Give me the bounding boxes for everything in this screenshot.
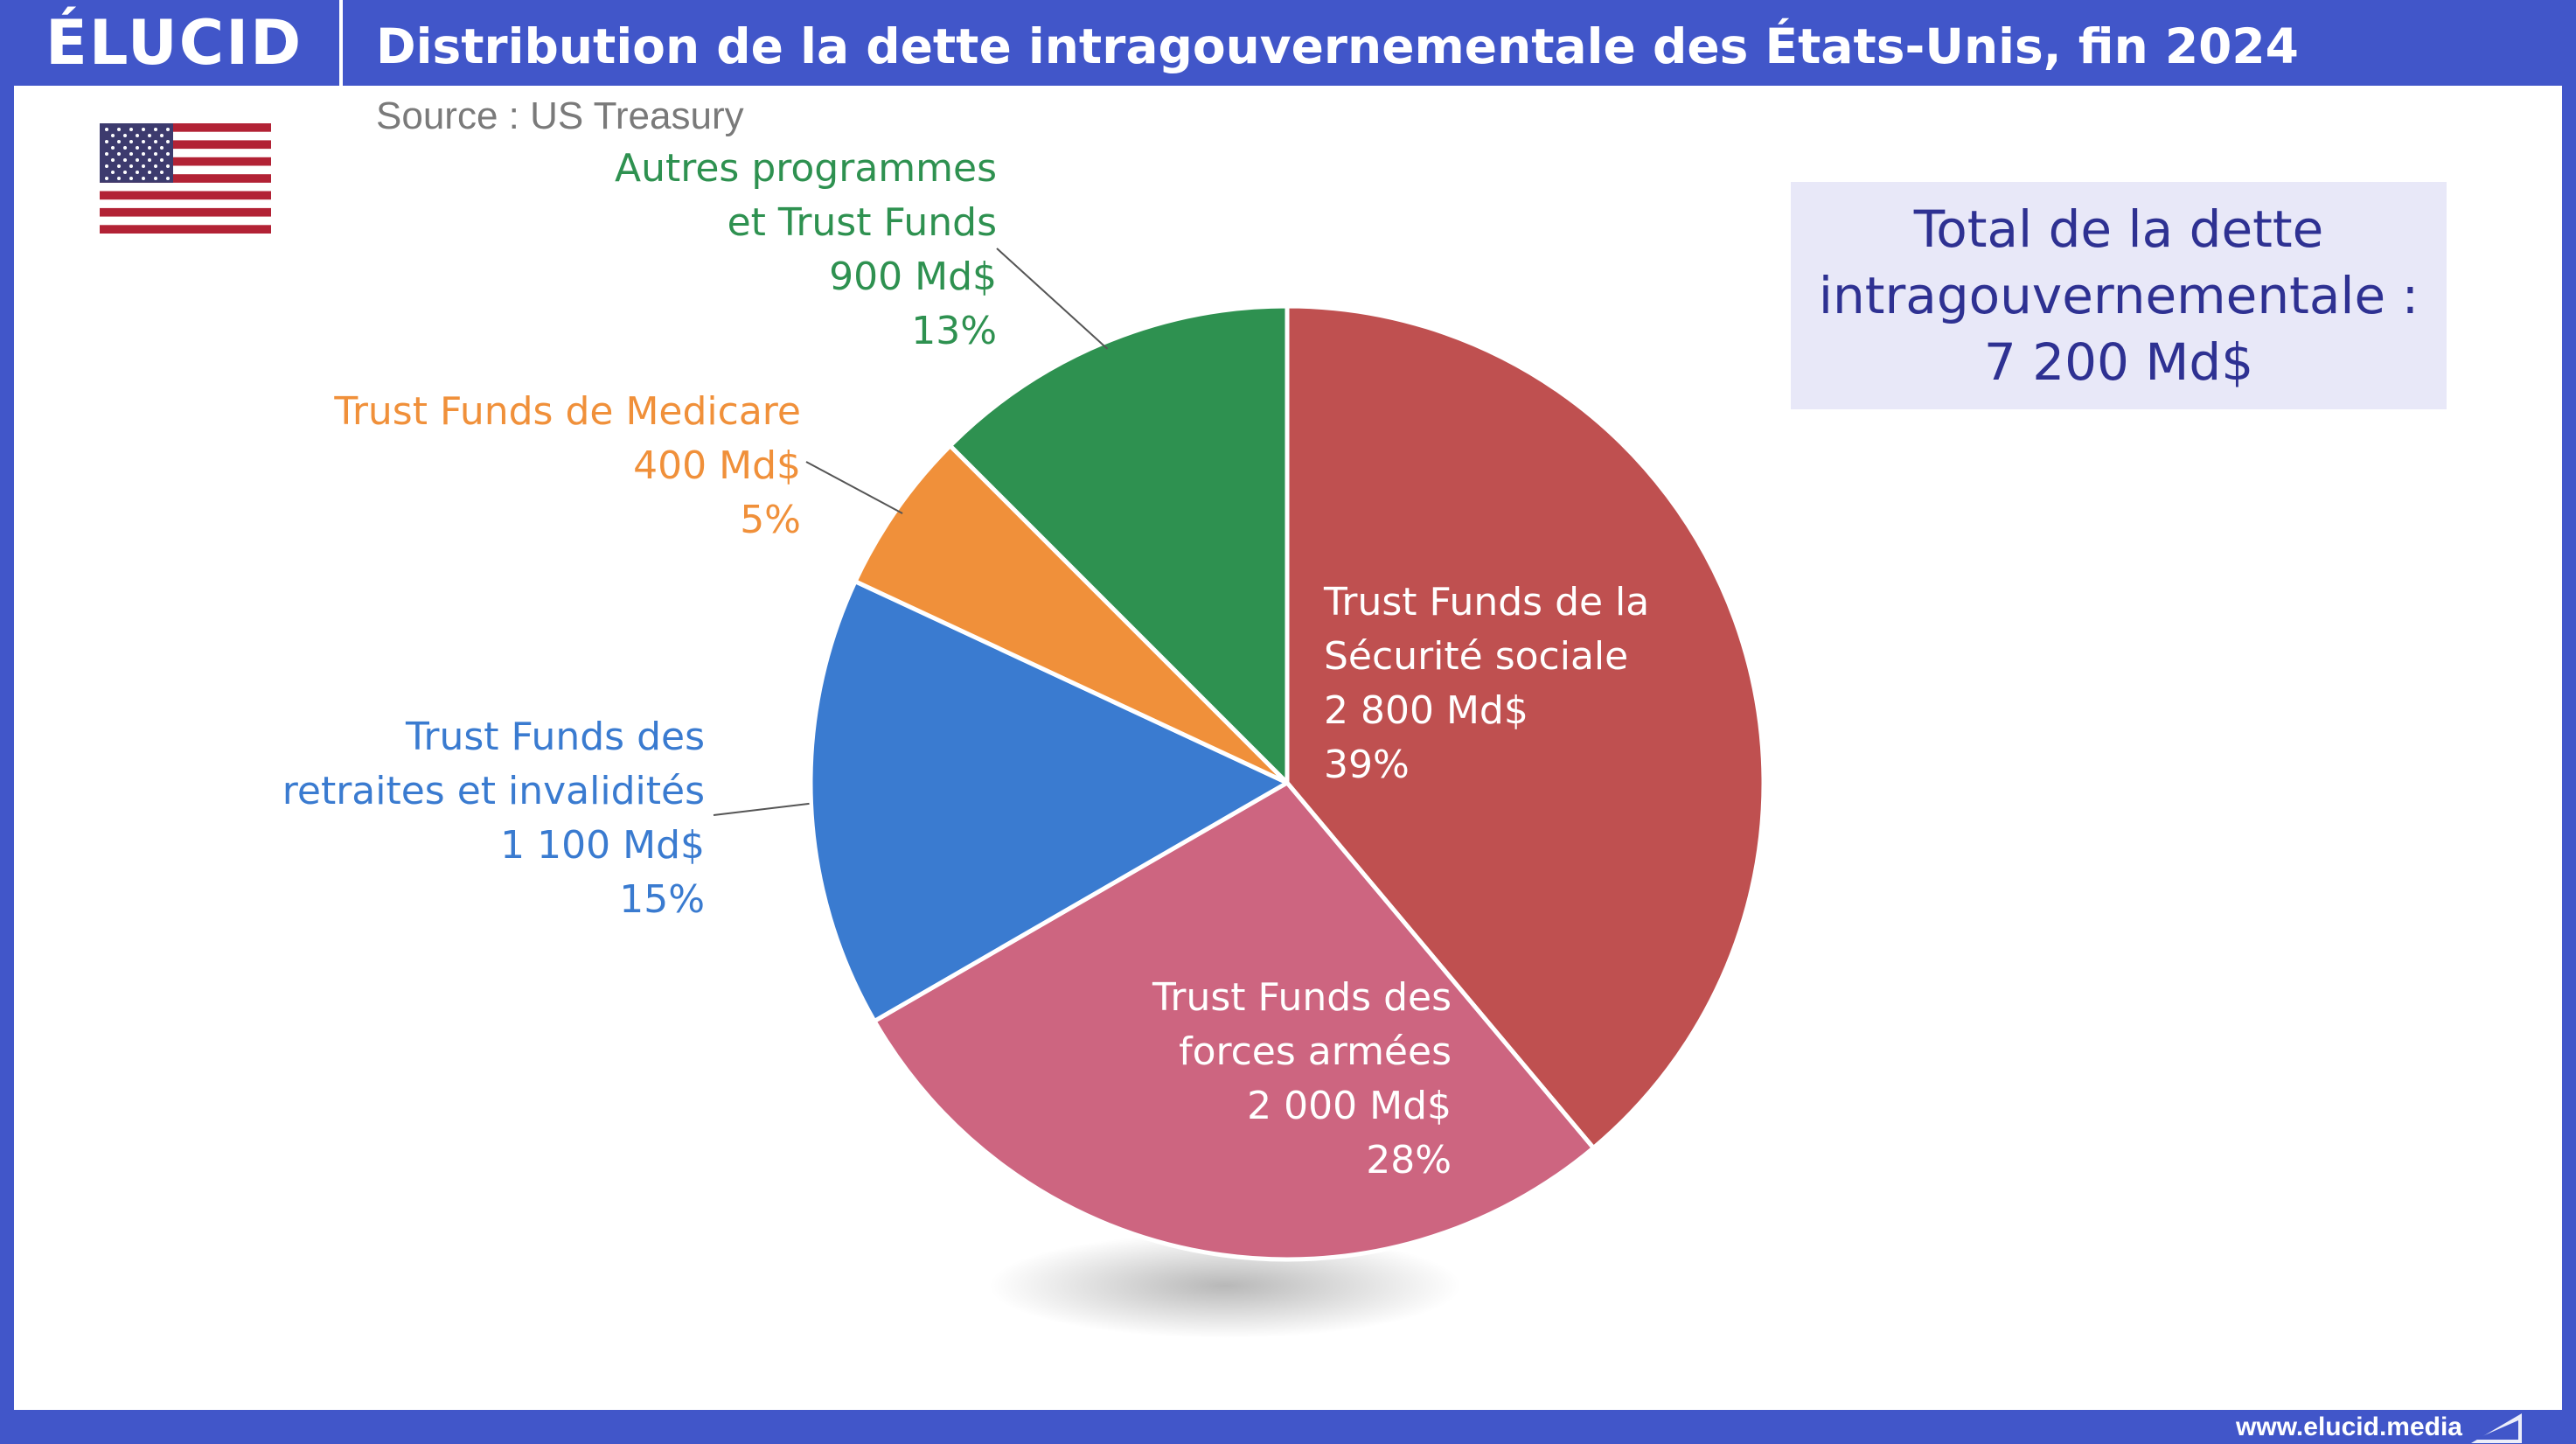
slice-label-autres-programmes: Autres programmes et Trust Funds 900 Md$… — [615, 142, 997, 359]
elucid-logo: ÉLUCID — [45, 7, 303, 79]
slice-name-line: Trust Funds de Medicare — [334, 389, 801, 434]
slice-label-retraites: Trust Funds des retraites et invalidités… — [282, 710, 705, 927]
slice-label-securite-sociale: Trust Funds de la Sécurité sociale 2 800… — [1324, 576, 1649, 792]
header-bar: ÉLUCID Distribution de la dette intragou… — [0, 0, 2576, 86]
chart-panel: Source : US Treasury Trust Funds de la S… — [14, 86, 2562, 1410]
slice-name-line: Trust Funds des — [406, 715, 705, 759]
pie-slice — [872, 780, 1596, 1262]
source-note: Source : US Treasury — [376, 94, 744, 137]
slice-name-line: Autres programmes — [614, 146, 997, 191]
elucid-arrow-icon — [2471, 1413, 2522, 1443]
pie-slice — [808, 579, 1290, 1023]
slice-name-line: retraites et invalidités — [282, 769, 705, 813]
slice-percent-label: 5% — [740, 498, 801, 542]
slice-value-label: 400 Md$ — [633, 443, 801, 488]
pie-chart — [713, 248, 1766, 1338]
leader-line — [805, 461, 903, 514]
leader-line — [996, 248, 1109, 350]
slice-value-label: 2 000 Md$ — [1247, 1084, 1452, 1128]
total-debt-box: Total de la dette intragouvernementale :… — [1791, 182, 2447, 409]
slice-name-line: Sécurité sociale — [1324, 634, 1629, 679]
slice-percent-label: 13% — [911, 309, 997, 353]
slice-percent-label: 15% — [619, 877, 705, 922]
total-value: 7 200 Md$ — [1983, 332, 2254, 392]
slice-value-label: 900 Md$ — [829, 255, 997, 299]
slice-name-line: forces armées — [1179, 1029, 1452, 1074]
pie-shadow — [989, 1233, 1461, 1338]
footer-url: www.elucid.media — [2236, 1413, 2462, 1441]
pie-slice — [1285, 303, 1766, 1150]
leader-line — [713, 802, 810, 816]
total-line: Total de la dette — [1913, 199, 2324, 259]
header-divider — [339, 0, 343, 86]
slice-name-line: Trust Funds des — [1152, 975, 1452, 1020]
slice-percent-label: 28% — [1366, 1138, 1452, 1182]
slice-value-label: 2 800 Md$ — [1324, 688, 1528, 733]
chart-title: Distribution de la dette intragouverneme… — [376, 18, 2299, 74]
slice-name-line: Trust Funds de la — [1324, 580, 1650, 624]
slice-label-forces-armees: Trust Funds des forces armées 2 000 Md$ … — [1152, 971, 1452, 1188]
slice-name-line: et Trust Funds — [727, 200, 997, 245]
footer-bar: www.elucid.media — [0, 1410, 2576, 1444]
us-flag-icon — [100, 123, 271, 234]
total-line: intragouvernementale : — [1818, 266, 2419, 325]
pie-slice — [948, 303, 1290, 785]
slice-value-label: 1 100 Md$ — [500, 823, 705, 868]
slice-percent-label: 39% — [1324, 743, 1410, 787]
slice-label-medicare: Trust Funds de Medicare 400 Md$ 5% — [334, 385, 801, 548]
